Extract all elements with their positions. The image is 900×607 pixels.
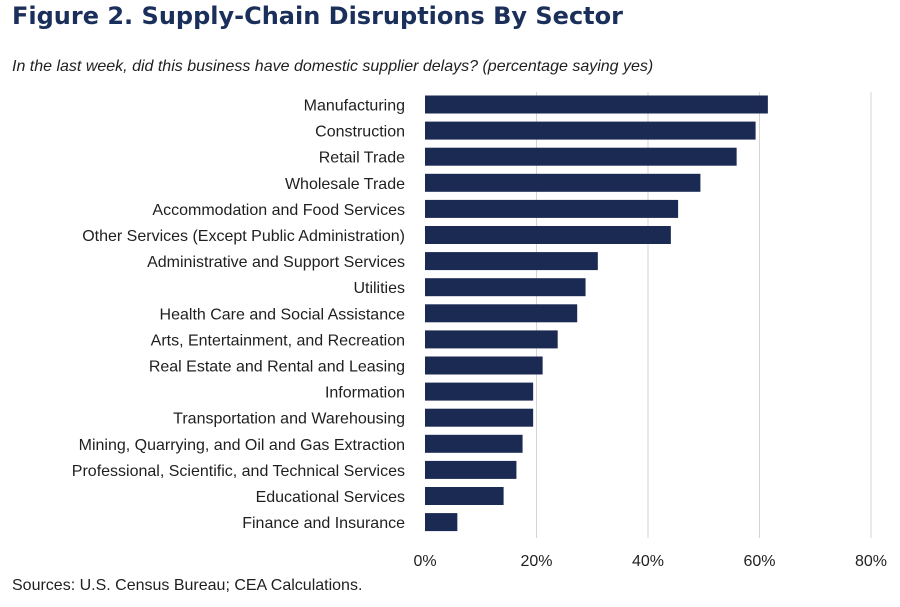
x-tick-label: 60% [743,553,775,570]
bars [425,95,768,532]
chart-source: Sources: U.S. Census Bureau; CEA Calcula… [12,577,363,594]
x-tick-label: 20% [520,553,552,570]
bar [425,460,517,479]
category-label: Professional, Scientific, and Technical … [72,463,405,480]
category-label: Information [325,385,405,402]
bar [425,95,768,114]
category-label: Transportation and Warehousing [173,411,405,428]
category-label: Other Services (Except Public Administra… [82,228,405,245]
bar [425,434,523,453]
bar [425,304,578,323]
category-label: Health Care and Social Assistance [160,306,406,323]
category-label: Utilities [353,280,405,297]
category-label: Mining, Quarrying, and Oil and Gas Extra… [79,437,405,454]
category-label: Real Estate and Rental and Leasing [149,359,405,376]
chart-subtitle: In the last week, did this business have… [12,58,654,75]
category-label: Finance and Insurance [242,515,405,532]
bar [425,252,598,271]
bar [425,513,458,532]
bar [425,408,534,427]
x-tick-label: 80% [855,553,887,570]
bar [425,356,543,375]
bar [425,278,586,297]
bar [425,487,504,505]
category-label: Wholesale Trade [285,176,405,193]
bar [425,121,756,140]
x-tick-label: 40% [632,553,664,570]
category-labels: Manufacturing Construction Retail Trade Who… [72,98,405,533]
category-label: Arts, Entertainment, and Recreation [151,332,405,349]
category-label: Retail Trade [319,150,405,167]
bar [425,382,534,401]
chart-title: Figure 2. Supply-Chain Disruptions By Se… [12,2,623,30]
x-tick-labels: 0% 20% 40% 60% 80% [413,553,887,570]
bar [425,226,671,244]
bar [425,173,701,192]
category-label: Educational Services [256,489,405,506]
bar [425,147,737,166]
category-label: Administrative and Support Services [147,254,405,271]
category-label: Manufacturing [304,98,405,115]
bar [425,330,558,349]
x-tick-label: 0% [413,553,436,570]
category-label: Construction [315,124,405,141]
bar [425,199,679,218]
category-label: Accommodation and Food Services [152,202,405,219]
